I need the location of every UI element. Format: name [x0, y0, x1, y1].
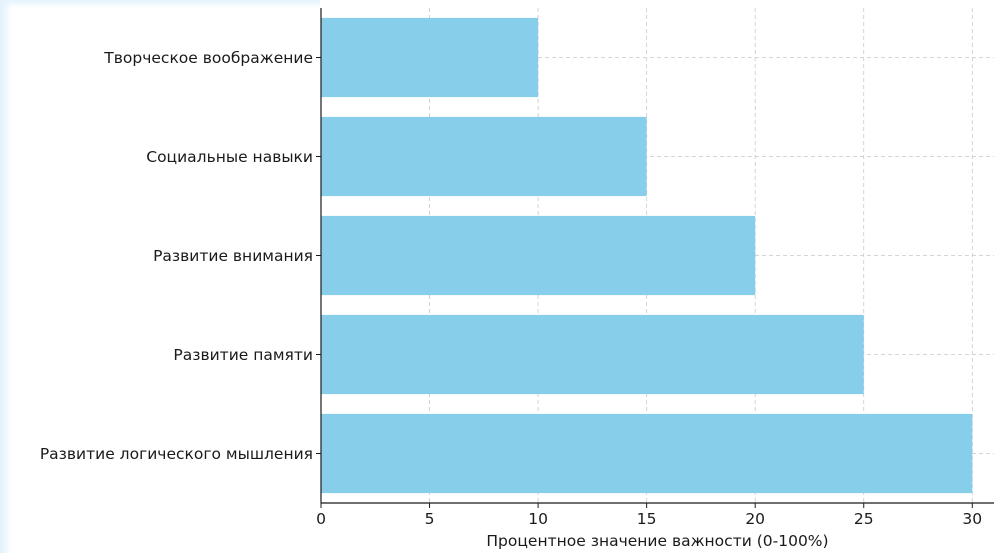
x-axis-title: Процентное значение важности (0-100%) — [486, 532, 828, 550]
x-tick-labels: 0 5 10 15 20 25 30 — [316, 510, 982, 528]
category-label-1: Социальные навыки — [146, 148, 313, 166]
category-label-3: Развитие памяти — [173, 346, 313, 364]
category-labels: Творческое воображение Социальные навыки Р… — [40, 49, 313, 463]
category-label-2: Развитие внимания — [153, 247, 313, 265]
axes — [316, 8, 994, 508]
bar-0 — [321, 17, 539, 98]
x-tick-label-6: 30 — [962, 510, 982, 528]
category-label-0: Творческое воображение — [103, 49, 313, 67]
bar-3 — [321, 314, 864, 395]
x-tick-label-0: 0 — [316, 510, 326, 528]
x-tick-label-4: 20 — [745, 510, 765, 528]
bars — [321, 17, 973, 494]
x-tick-label-5: 25 — [854, 510, 874, 528]
x-tick-label-2: 10 — [528, 510, 548, 528]
bar-4 — [321, 413, 973, 494]
x-tick-label-1: 5 — [425, 510, 435, 528]
background-wash-top — [0, 0, 320, 8]
category-label-4: Развитие логического мышления — [40, 445, 313, 463]
x-tick-label-3: 15 — [637, 510, 657, 528]
bar-1 — [321, 116, 647, 197]
bar-2 — [321, 215, 756, 296]
